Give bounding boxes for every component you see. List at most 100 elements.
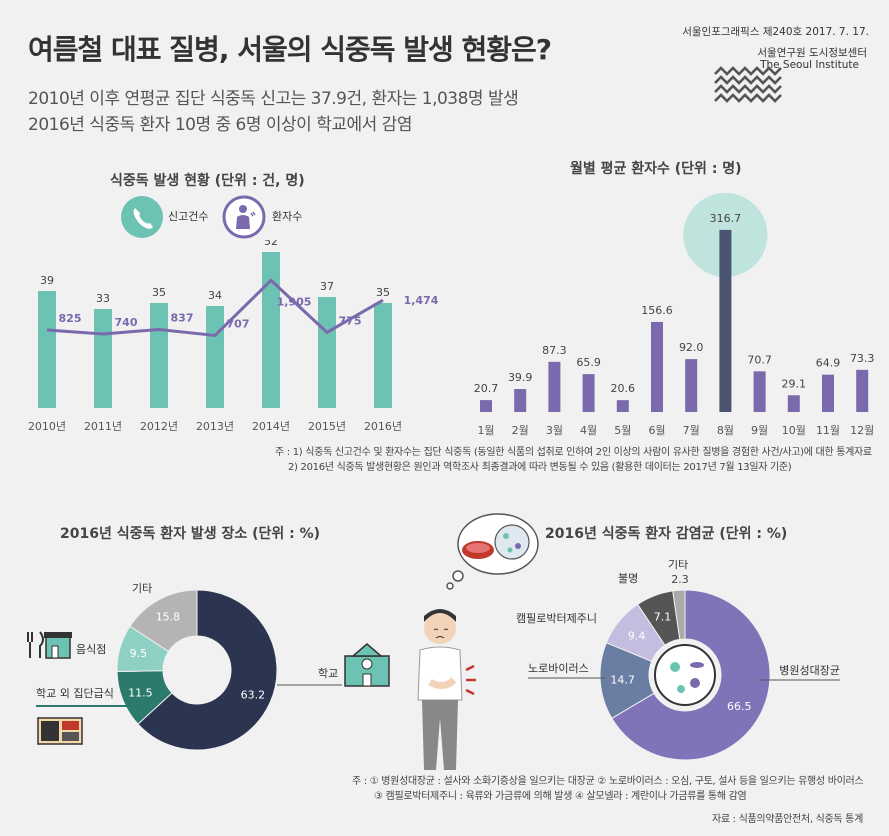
patient-icon [222, 195, 266, 239]
patients-label-3: 707 [227, 317, 250, 330]
germ-slice-0 [611, 589, 771, 761]
seoul-institute-logo-icon [714, 66, 782, 103]
place-slice-3 [129, 589, 198, 653]
note-3: 주 : ① 병원성대장균 : 설사와 소화기증상을 일으키는 대장균 ② 노로바… [352, 776, 864, 787]
annual-bar-label-3: 34 [208, 289, 222, 302]
patients-label-6: 1,474 [404, 294, 439, 307]
monthly-tick-11: 12월 [850, 424, 874, 437]
annual-tick-0: 2010년 [28, 420, 66, 433]
annual-tick-1: 2011년 [84, 420, 122, 433]
monthly-bar-8 [753, 371, 766, 412]
monthly-bar-label-6: 92.0 [679, 341, 704, 354]
monthly-bar-0 [480, 400, 492, 412]
page-title: 여름철 대표 질병, 서울의 식중독 발생 현황은? [28, 33, 552, 66]
place-slice-0 [137, 589, 278, 751]
monthly-bar-6 [685, 359, 698, 412]
monthly-bar-label-8: 70.7 [747, 353, 772, 366]
annual-bar-label-6: 35 [376, 286, 390, 299]
chart-annual: 39 2010년 33 2011년 35 2012년 34 2013년 52 2014년 37 201… [28, 240, 439, 433]
monthly-bar-label-3: 65.9 [576, 356, 601, 369]
monthly-tick-9: 10월 [782, 424, 806, 437]
place-cat-2: 음식점 [76, 643, 106, 656]
annual-tick-3: 2013년 [196, 420, 234, 433]
annual-tick-4: 2014년 [252, 420, 290, 433]
monthly-bar-label-1: 39.9 [508, 371, 533, 384]
monthly-bar-label-5: 156.6 [641, 304, 673, 317]
food-thought-icon [446, 513, 539, 590]
monthly-bar-5 [651, 321, 663, 412]
monthly-tick-1: 2월 [512, 424, 529, 437]
place-label-2: 9.5 [130, 647, 148, 660]
annual-bar-4 [262, 252, 280, 408]
germ-cat-1: 노로바이러스 [528, 662, 589, 675]
germ-label-3: 7.1 [654, 611, 672, 624]
monthly-bar-label-2: 87.3 [542, 344, 567, 357]
monthly-tick-7: 8월 [717, 424, 734, 437]
annual-tick-2: 2012년 [140, 420, 178, 433]
germ-slice-4 [672, 589, 686, 640]
germ-label-0: 66.5 [727, 700, 752, 713]
monthly-bar-label-0: 20.7 [474, 382, 499, 395]
annual-bar-5 [318, 297, 336, 408]
monthly-tick-4: 5월 [614, 424, 631, 437]
chart-3-title: 2016년 식중독 환자 발생 장소 (단위 : %) [60, 526, 321, 542]
monthly-tick-3: 4월 [580, 424, 597, 437]
legend-reports: 신고건수 [168, 210, 209, 223]
germ-cat-4: 기타 [668, 560, 688, 571]
issue-info: 서울인포그래픽스 제240호 2017. 7. 17. [682, 26, 869, 38]
phone-icon [121, 196, 163, 238]
patients-label-4: 1,905 [277, 295, 312, 308]
lunch-tray-icon [37, 717, 83, 745]
annual-tick-6: 2016년 [364, 420, 402, 433]
chart-4-title: 2016년 식중독 환자 감염균 (단위 : %) [545, 526, 788, 542]
monthly-bar-10 [822, 374, 834, 412]
monthly-bar-1 [514, 389, 527, 412]
place-label-3: 15.8 [156, 610, 181, 623]
note-1: 주 : 1) 식중독 신고건수 및 환자수는 집단 식중독 (동일한 식품의 섭… [275, 447, 872, 458]
bacteria-icon [654, 644, 716, 706]
monthly-bar-2 [548, 361, 561, 412]
chart-monthly: 20.7 1월 39.9 2월 87.3 3월 65.9 4월 20.6 5월 156.6 6월 92.… [474, 193, 875, 437]
annual-bar-label-4: 52 [264, 240, 278, 248]
germ-label-1: 14.7 [610, 674, 635, 687]
annual-bar-6 [374, 303, 392, 408]
annual-bar-0 [38, 291, 56, 408]
place-label-1: 11.5 [128, 687, 153, 700]
annual-bar-label-1: 33 [96, 292, 110, 305]
place-cat-0: 학교 [318, 667, 338, 680]
monthly-tick-0: 1월 [477, 424, 494, 437]
chart-1-title: 식중독 발생 현황 (단위 : 건, 명) [110, 173, 305, 189]
monthly-bar-label-7: 316.7 [710, 212, 742, 225]
monthly-tick-2: 3월 [546, 424, 563, 437]
restaurant-icon [27, 631, 72, 659]
source: 자료 : 식품의약품안전처, 식중독 통계 [712, 814, 863, 825]
monthly-bar-9 [787, 395, 800, 412]
monthly-bar-label-11: 73.3 [850, 352, 875, 365]
place-cat-1: 학교 외 집단급식 [36, 687, 114, 700]
sick-person-icon [417, 609, 476, 770]
annual-bar-3 [206, 306, 224, 408]
annual-bar-label-0: 39 [40, 274, 54, 287]
school-icon [344, 643, 390, 687]
note-2: 2) 2016년 식중독 발생현황은 원인과 역학조사 최종결과에 따라 변동될… [288, 462, 792, 473]
monthly-bar-label-4: 20.6 [611, 382, 636, 395]
germ-cat-0: 병원성대장균 [779, 664, 840, 677]
monthly-bar-3 [582, 374, 595, 412]
patients-label-0: 825 [59, 312, 82, 325]
monthly-tick-10: 11월 [816, 424, 840, 437]
place-label-0: 63.2 [241, 689, 266, 702]
subtitle-2: 2016년 식중독 환자 10명 중 6명 이상이 학교에서 감염 [28, 115, 412, 135]
monthly-tick-8: 9월 [751, 424, 768, 437]
monthly-bar-7 [719, 229, 732, 412]
note-4: ③ 캠필로박터제주니 : 육류와 가금류에 의해 발생 ④ 살모넬라 : 계란이… [374, 791, 747, 802]
monthly-tick-5: 6월 [648, 424, 665, 437]
annual-bar-1 [94, 309, 112, 408]
monthly-bar-11 [856, 369, 869, 412]
chart-germ: 66.5 14.7 9.4 7.1 2.3 병원성대장균 노로바이러스 캠필로박터제주니 불명 기… [516, 560, 840, 761]
germ-cat-2: 캠필로박터제주니 [516, 612, 597, 625]
patients-line [46, 278, 384, 338]
patients-label-1: 740 [115, 316, 138, 329]
monthly-bar-label-10: 64.9 [816, 357, 841, 370]
org-name-en: The Seoul Institute [760, 59, 859, 71]
